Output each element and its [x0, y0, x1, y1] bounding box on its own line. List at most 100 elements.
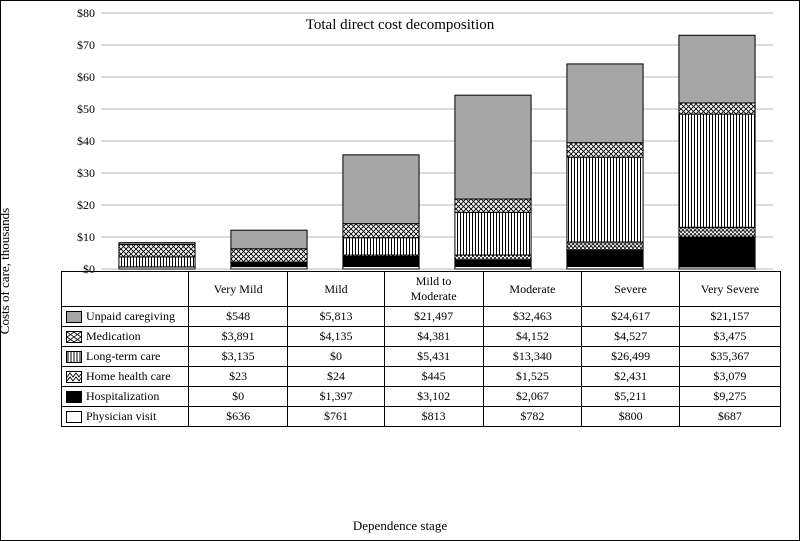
y-tick-label: $50	[77, 102, 95, 116]
value-cell: $445	[384, 367, 483, 387]
value-cell: $23	[188, 367, 287, 387]
table-row-homehealth: Home health care $23$24$445$1,525$2,431$3…	[62, 367, 781, 387]
bar-unpaid	[231, 230, 307, 249]
bar-homehealth	[679, 227, 755, 237]
value-cell: $2,067	[483, 387, 582, 407]
value-cell: $4,527	[582, 327, 680, 347]
category-label: Very Mild	[188, 272, 287, 307]
category-header-row: Very MildMildMild toModerateModerateSeve…	[62, 272, 781, 307]
legend-cell-hospital: Hospitalization	[62, 387, 189, 407]
value-cell: $24	[288, 367, 384, 387]
category-label: Very Severe	[679, 272, 780, 307]
y-tick-label: $70	[77, 38, 95, 52]
value-cell: $3,475	[679, 327, 780, 347]
value-cell: $3,079	[679, 367, 780, 387]
legend-label: Physician visit	[86, 409, 156, 424]
value-cell: $9,275	[679, 387, 780, 407]
bar-longterm	[679, 114, 755, 227]
category-label: Moderate	[483, 272, 582, 307]
legend-cell-longterm: Long-term care	[62, 347, 189, 367]
value-cell: $3,102	[384, 387, 483, 407]
y-tick-label: $60	[77, 70, 95, 84]
legend-cell-unpaid: Unpaid caregiving	[62, 307, 189, 327]
value-cell: $636	[188, 407, 287, 427]
legend-label: Medication	[86, 329, 141, 344]
value-cell: $3,891	[188, 327, 287, 347]
table-row-physician: Physician visit $636$761$813$782$800$687	[62, 407, 781, 427]
value-cell: $1,397	[288, 387, 384, 407]
bar-medication	[231, 249, 307, 262]
bar-hospital	[231, 262, 307, 266]
value-cell: $24,617	[582, 307, 680, 327]
bar-medication	[679, 103, 755, 114]
value-cell: $21,497	[384, 307, 483, 327]
bar-unpaid	[679, 35, 755, 103]
value-cell: $800	[582, 407, 680, 427]
bar-unpaid	[343, 155, 419, 224]
value-cell: $13,340	[483, 347, 582, 367]
bar-medication	[567, 143, 643, 157]
value-cell: $782	[483, 407, 582, 427]
bar-medication	[455, 199, 531, 212]
bar-longterm	[119, 257, 195, 267]
value-cell: $548	[188, 307, 287, 327]
bar-hospital	[567, 250, 643, 267]
x-axis-label: Dependence stage	[1, 518, 799, 534]
bar-homehealth	[567, 242, 643, 250]
value-cell: $3,135	[188, 347, 287, 367]
y-tick-label: $40	[77, 134, 95, 148]
value-cell: $4,135	[288, 327, 384, 347]
bar-medication	[119, 244, 195, 256]
stacked-bar-chart: $0$10$20$30$40$50$60$70$80	[61, 9, 781, 309]
bar-homehealth	[455, 255, 531, 260]
legend-label: Unpaid caregiving	[86, 309, 175, 324]
legend-cell-medication: Medication	[62, 327, 189, 347]
bar-hospital	[455, 260, 531, 267]
y-tick-label: $80	[77, 9, 95, 20]
bar-unpaid	[567, 64, 643, 143]
legend-label: Home health care	[86, 369, 171, 384]
value-cell: $1,525	[483, 367, 582, 387]
bar-medication	[343, 224, 419, 238]
table-row-unpaid: Unpaid caregiving $548$5,813$21,497$32,46…	[62, 307, 781, 327]
category-label: Mild toModerate	[384, 272, 483, 307]
chart-frame: Costs of care, thousands Total direct co…	[0, 0, 800, 541]
bar-unpaid	[119, 243, 195, 245]
value-cell: $0	[288, 347, 384, 367]
category-label: Severe	[582, 272, 680, 307]
y-tick-label: $10	[77, 230, 95, 244]
value-cell: $687	[679, 407, 780, 427]
category-label: Mild	[288, 272, 384, 307]
bar-longterm	[455, 212, 531, 255]
bar-unpaid	[455, 95, 531, 199]
legend-label: Hospitalization	[86, 389, 159, 404]
table-row-longterm: Long-term care $3,135$0$5,431$13,340$26,4…	[62, 347, 781, 367]
value-cell: $761	[288, 407, 384, 427]
legend-cell-homehealth: Home health care	[62, 367, 189, 387]
bar-hospital	[343, 256, 419, 266]
bar-hospital	[679, 237, 755, 267]
plot-area: $0$10$20$30$40$50$60$70$80	[61, 9, 781, 313]
value-cell: $5,211	[582, 387, 680, 407]
y-axis-label: Costs of care, thousands	[0, 207, 13, 333]
value-cell: $4,152	[483, 327, 582, 347]
legend-cell-physician: Physician visit	[62, 407, 189, 427]
value-cell: $21,157	[679, 307, 780, 327]
value-cell: $4,381	[384, 327, 483, 347]
legend-label: Long-term care	[86, 349, 160, 364]
bar-longterm	[343, 238, 419, 255]
value-cell: $0	[188, 387, 287, 407]
table-row-medication: Medication $3,891$4,135$4,381$4,152$4,527…	[62, 327, 781, 347]
table-row-hospital: Hospitalization $0$1,397$3,102$2,067$5,21…	[62, 387, 781, 407]
value-cell: $5,431	[384, 347, 483, 367]
y-tick-label: $30	[77, 166, 95, 180]
value-cell: $26,499	[582, 347, 680, 367]
value-cell: $5,813	[288, 307, 384, 327]
y-tick-label: $20	[77, 198, 95, 212]
data-table: Very MildMildMild toModerateModerateSeve…	[61, 271, 781, 427]
value-cell: $32,463	[483, 307, 582, 327]
value-cell: $2,431	[582, 367, 680, 387]
bar-longterm	[567, 157, 643, 242]
value-cell: $35,367	[679, 347, 780, 367]
value-cell: $813	[384, 407, 483, 427]
